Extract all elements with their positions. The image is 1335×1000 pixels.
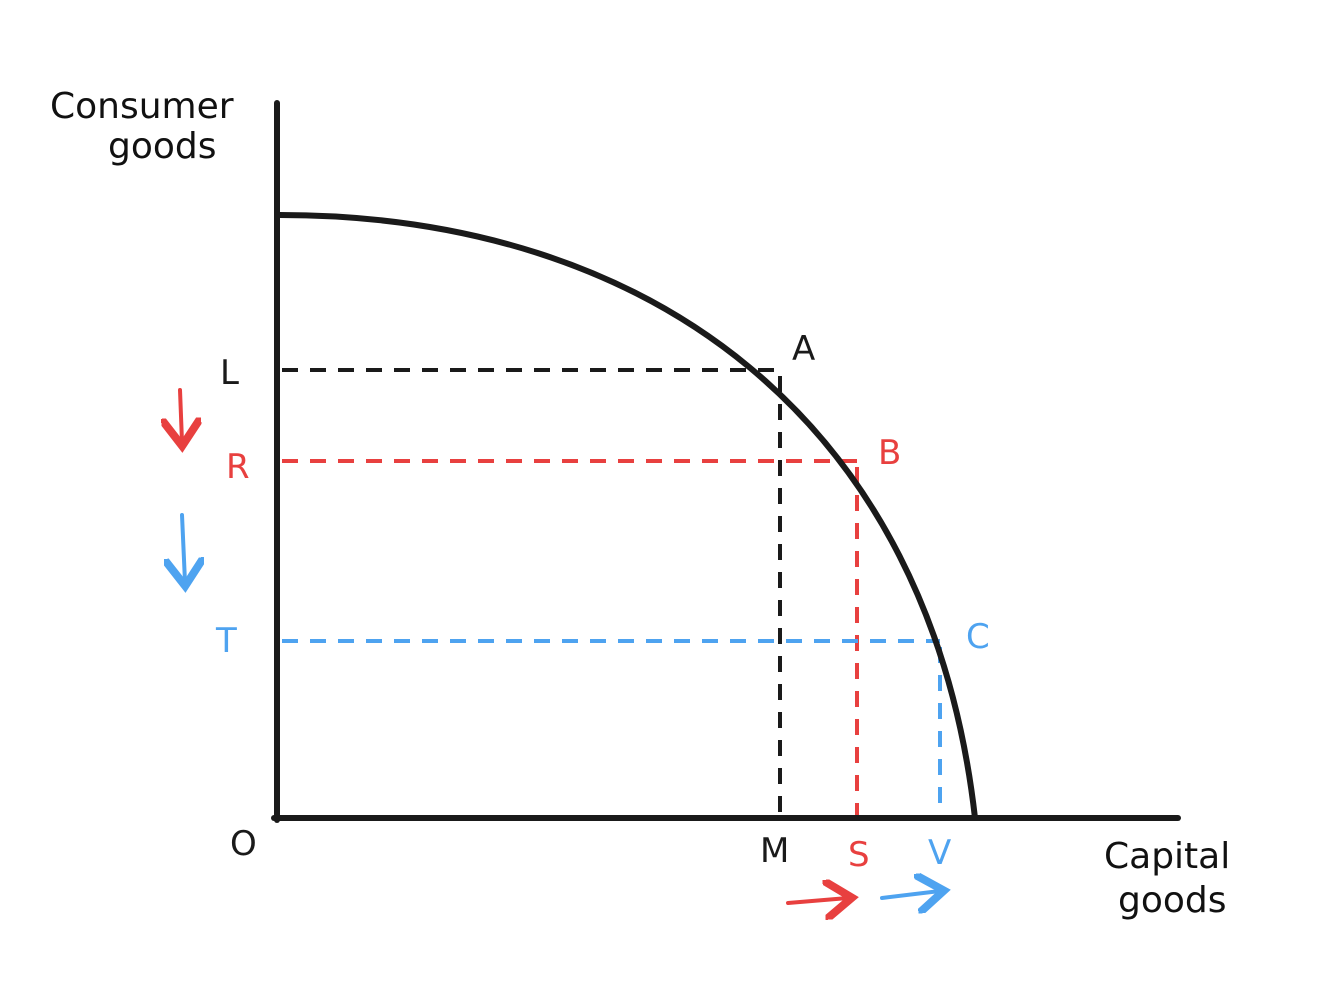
y-label-T: T <box>215 621 237 661</box>
arrow-down-blue <box>182 513 185 582</box>
x-axis-label-2: goods <box>1118 880 1227 921</box>
y-axis-label-2: goods <box>108 126 217 167</box>
point-A-label: A <box>792 329 815 369</box>
y-axis-label-1: Consumer <box>50 86 234 127</box>
x-label-V: V <box>928 833 951 873</box>
x-axis-label-1: Capital <box>1104 836 1230 877</box>
y-label-L: L <box>220 353 239 393</box>
ppf-curve <box>279 212 978 819</box>
y-label-R: R <box>226 447 250 487</box>
arrow-right-blue <box>880 891 940 898</box>
point-C-label: C <box>966 617 990 657</box>
arrow-down-red <box>180 388 182 442</box>
origin-label: O <box>230 824 257 864</box>
arrow-right-red <box>786 898 848 903</box>
x-label-S: S <box>848 835 870 875</box>
x-label-M: M <box>760 831 789 871</box>
point-B-label: B <box>878 433 901 473</box>
